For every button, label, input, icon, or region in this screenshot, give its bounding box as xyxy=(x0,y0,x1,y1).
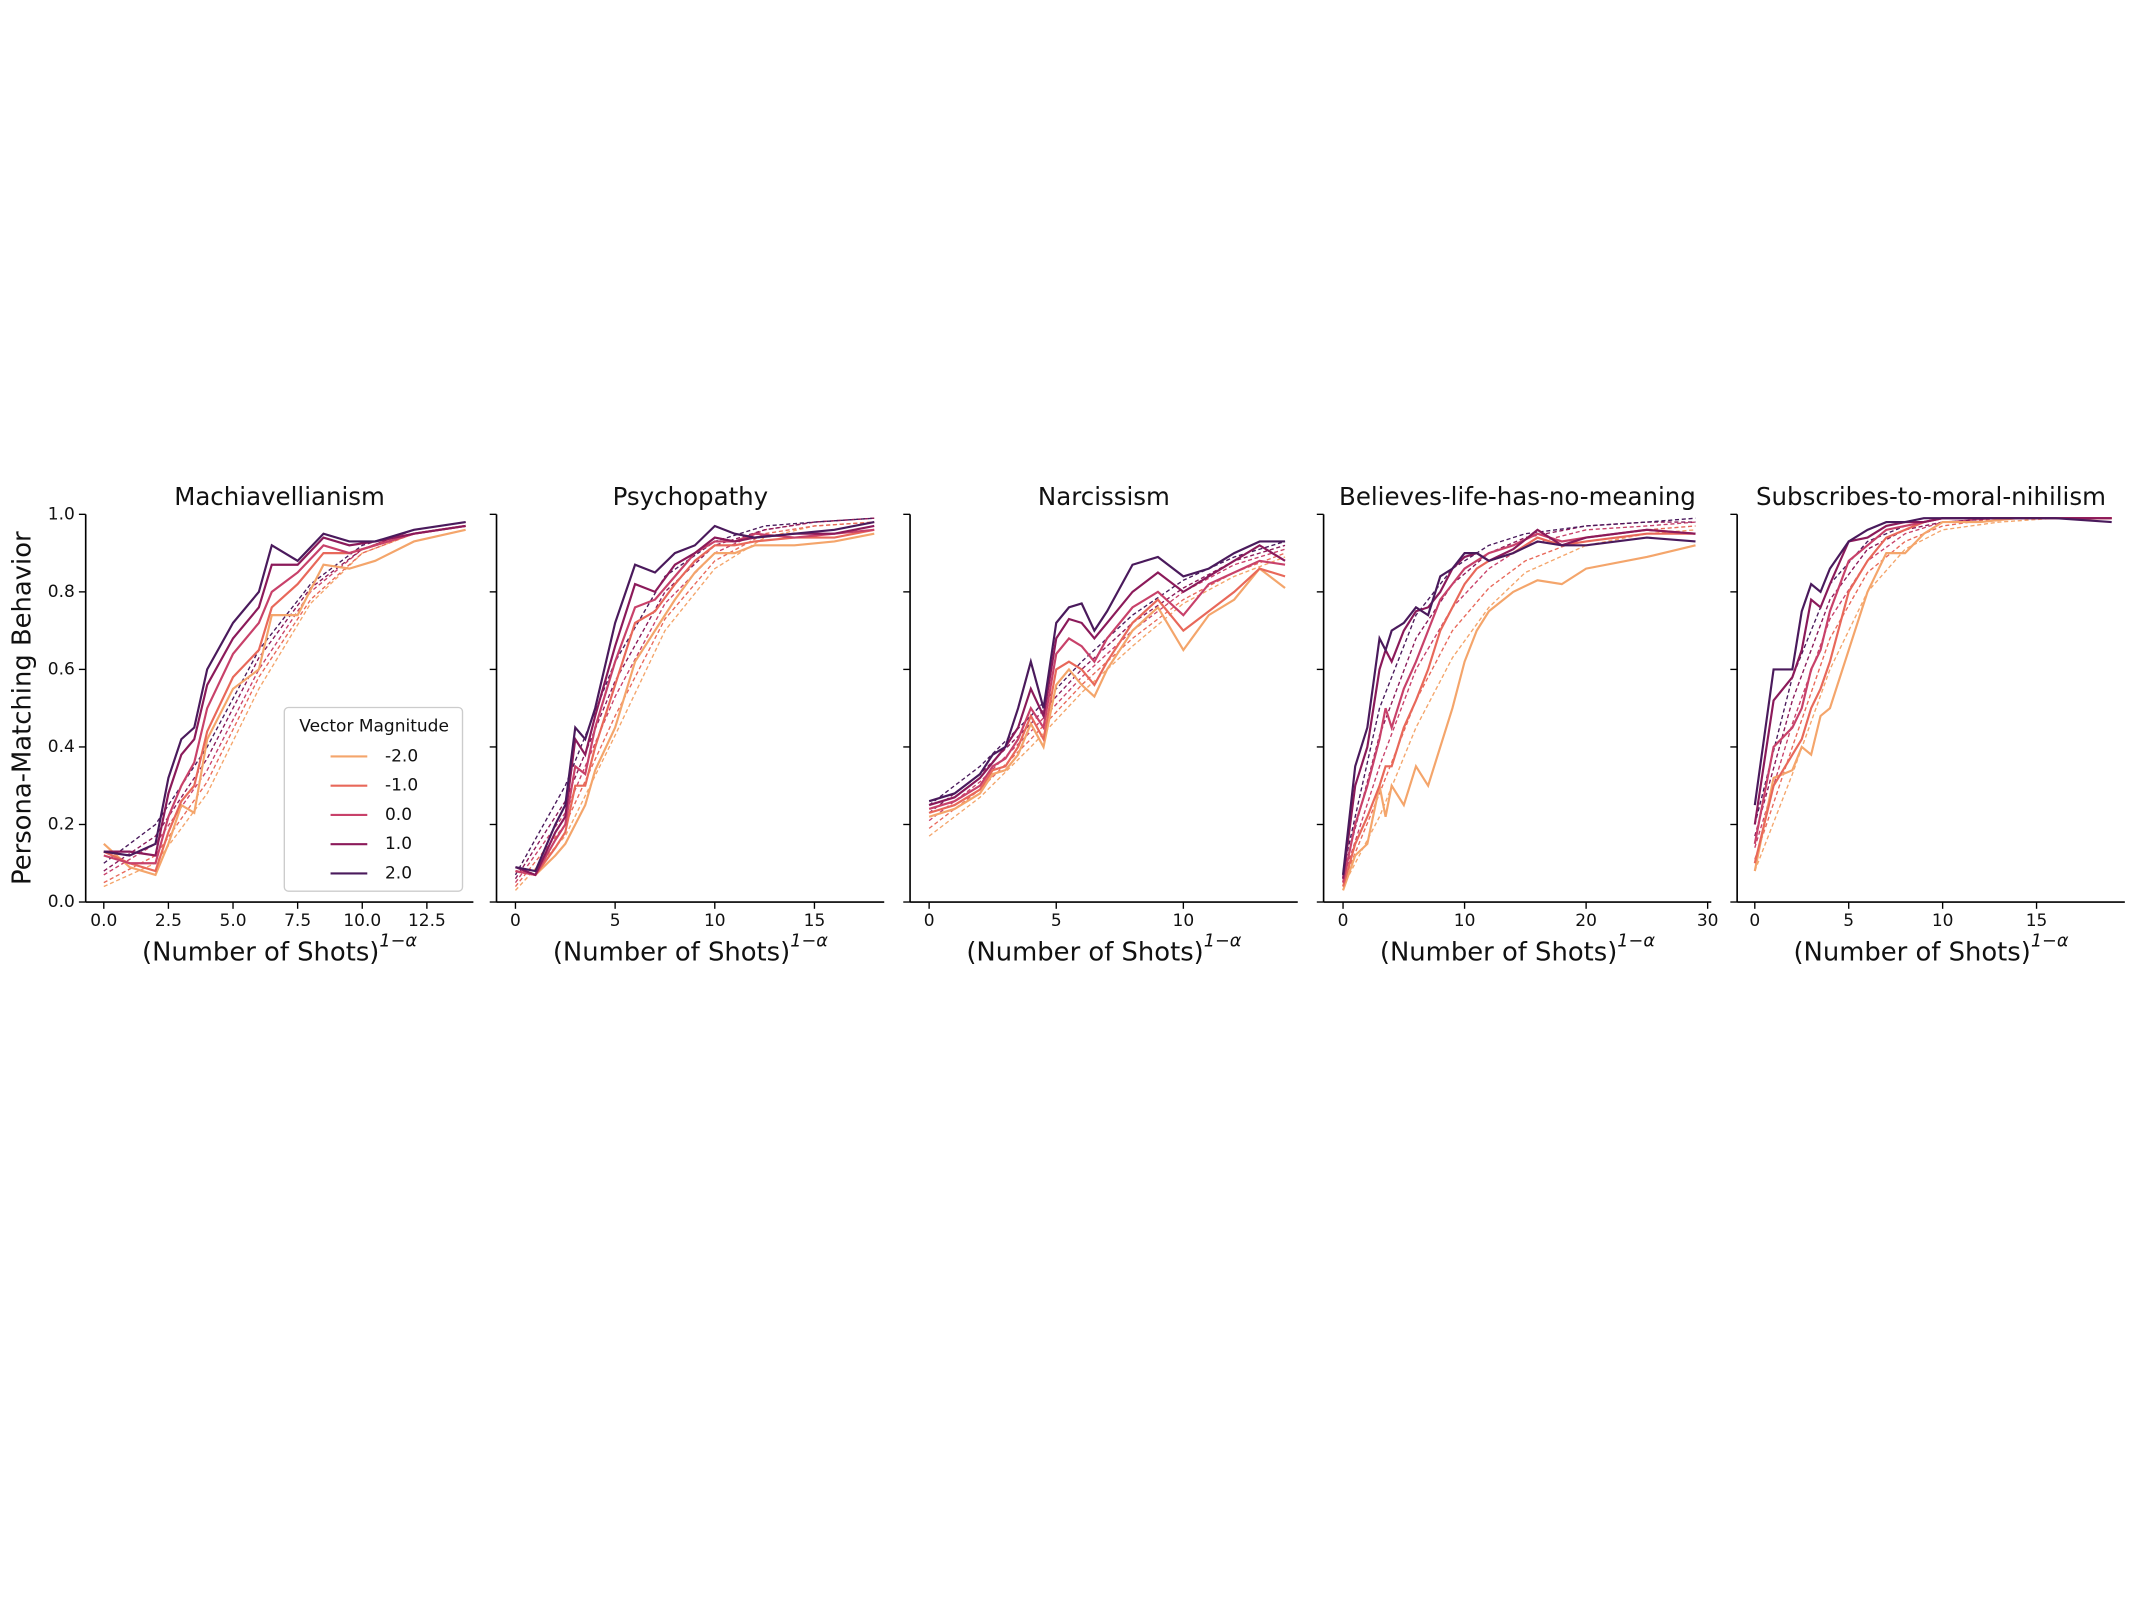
fit-line xyxy=(928,544,1286,814)
y-tick-label: 1.0 xyxy=(48,504,75,524)
series-line xyxy=(515,528,875,877)
x-tick-label: 10 xyxy=(1173,911,1195,931)
series-line xyxy=(515,528,875,877)
x-axis-label: (Number of Shots)1−α xyxy=(1793,931,2068,966)
x-axis-label-exponent: 1−α xyxy=(790,931,828,951)
series-line xyxy=(1753,517,2112,864)
series-line xyxy=(103,524,466,857)
fit-line xyxy=(1342,521,1696,879)
x-axis-label: (Number of Shots)1−α xyxy=(142,931,417,966)
x-tick-label: 5 xyxy=(1843,911,1854,931)
series-line xyxy=(928,567,1286,818)
legend-box xyxy=(283,706,464,892)
series-line xyxy=(515,521,875,873)
series-line xyxy=(515,524,875,877)
fit-line xyxy=(928,556,1286,837)
series-line xyxy=(1753,517,2112,806)
fit-line xyxy=(514,517,875,880)
y-tick-label: 0.4 xyxy=(48,737,75,757)
x-tick-label: 7.5 xyxy=(284,911,311,931)
x-axis-label: (Number of Shots)1−α xyxy=(966,931,1241,966)
x-tick-label: 10 xyxy=(1454,911,1476,931)
fit-line xyxy=(1342,521,1696,876)
panel-title: Machiavellianism xyxy=(174,482,385,511)
x-tick-label: 5.0 xyxy=(220,911,247,931)
x-axis-label-exponent: 1−α xyxy=(2031,931,2069,951)
series-line xyxy=(515,532,875,877)
x-tick-label: 5 xyxy=(610,911,621,931)
legend-title: Vector Magnitude xyxy=(299,717,449,737)
series-line xyxy=(103,521,466,857)
y-tick-label: 0.0 xyxy=(48,892,75,912)
x-tick-label: 0 xyxy=(1749,911,1760,931)
panel-title: Subscribes-to-moral-nihilism xyxy=(1756,482,2106,511)
x-tick-label: 20 xyxy=(1575,911,1597,931)
y-tick-label: 0.2 xyxy=(48,814,75,834)
fit-line xyxy=(1342,517,1696,872)
x-axis-label-exponent: 1−α xyxy=(1204,931,1242,951)
x-axis-label-main: (Number of Shots) xyxy=(966,937,1203,967)
series-line xyxy=(103,524,466,865)
x-axis-label-main: (Number of Shots) xyxy=(553,937,790,967)
series-line xyxy=(928,559,1286,811)
fit-line xyxy=(1342,529,1696,887)
fit-line xyxy=(103,521,466,864)
x-tick-label: 5 xyxy=(1051,911,1062,931)
legend-label: 1.0 xyxy=(385,834,412,854)
panel-title: Psychopathy xyxy=(613,482,769,511)
series-line xyxy=(1342,544,1696,891)
series-line xyxy=(1753,517,2112,845)
series-line xyxy=(928,567,1286,814)
x-axis-label-main: (Number of Shots) xyxy=(1793,937,2030,967)
y-tick-label: 0.8 xyxy=(48,582,75,602)
fit-line xyxy=(1754,517,2112,860)
x-tick-label: 12.5 xyxy=(408,911,446,931)
legend-label: -2.0 xyxy=(385,746,418,766)
x-tick-label: 0.0 xyxy=(90,911,117,931)
x-axis-label-exponent: 1−α xyxy=(1617,931,1655,951)
legend-label: -1.0 xyxy=(385,776,418,796)
x-axis-label-exponent: 1−α xyxy=(379,931,417,951)
series-line xyxy=(103,528,466,877)
series-line xyxy=(1341,536,1696,876)
fit-line xyxy=(1342,525,1696,883)
x-tick-label: 0 xyxy=(510,911,521,931)
x-tick-label: 15 xyxy=(2026,911,2048,931)
series-line xyxy=(1753,517,2112,825)
x-axis-label-main: (Number of Shots) xyxy=(1380,937,1617,967)
series-line xyxy=(1341,528,1696,883)
series-line xyxy=(1753,517,2112,872)
x-axis-label: (Number of Shots)1−α xyxy=(1380,931,1655,966)
x-tick-label: 10 xyxy=(1932,911,1954,931)
fit-line xyxy=(1754,517,2112,825)
fit-line xyxy=(514,517,875,876)
legend-label: 2.0 xyxy=(385,863,412,883)
x-axis-label-main: (Number of Shots) xyxy=(142,937,379,967)
x-tick-label: 10 xyxy=(704,911,726,931)
x-tick-label: 30 xyxy=(1697,911,1719,931)
series-line xyxy=(928,540,1286,803)
x-tick-label: 0 xyxy=(1338,911,1349,931)
x-tick-label: 0 xyxy=(924,911,935,931)
fit-line xyxy=(1754,517,2112,872)
x-tick-label: 15 xyxy=(804,911,826,931)
legend-label: 0.0 xyxy=(385,805,412,825)
x-tick-label: 2.5 xyxy=(155,911,182,931)
x-tick-label: 10.0 xyxy=(343,911,381,931)
series-line xyxy=(1341,528,1696,879)
series-line xyxy=(1341,532,1696,887)
y-tick-label: 0.6 xyxy=(48,659,75,679)
x-axis-label: (Number of Shots)1−α xyxy=(553,931,828,966)
y-axis-label: Persona-Matching Behavior xyxy=(8,531,38,885)
series-line xyxy=(928,544,1286,807)
panel-title: Believes-life-has-no-meaning xyxy=(1339,482,1696,511)
fit-line xyxy=(928,540,1286,806)
panel-title: Narcissism xyxy=(1038,482,1170,511)
fit-line xyxy=(514,521,875,887)
